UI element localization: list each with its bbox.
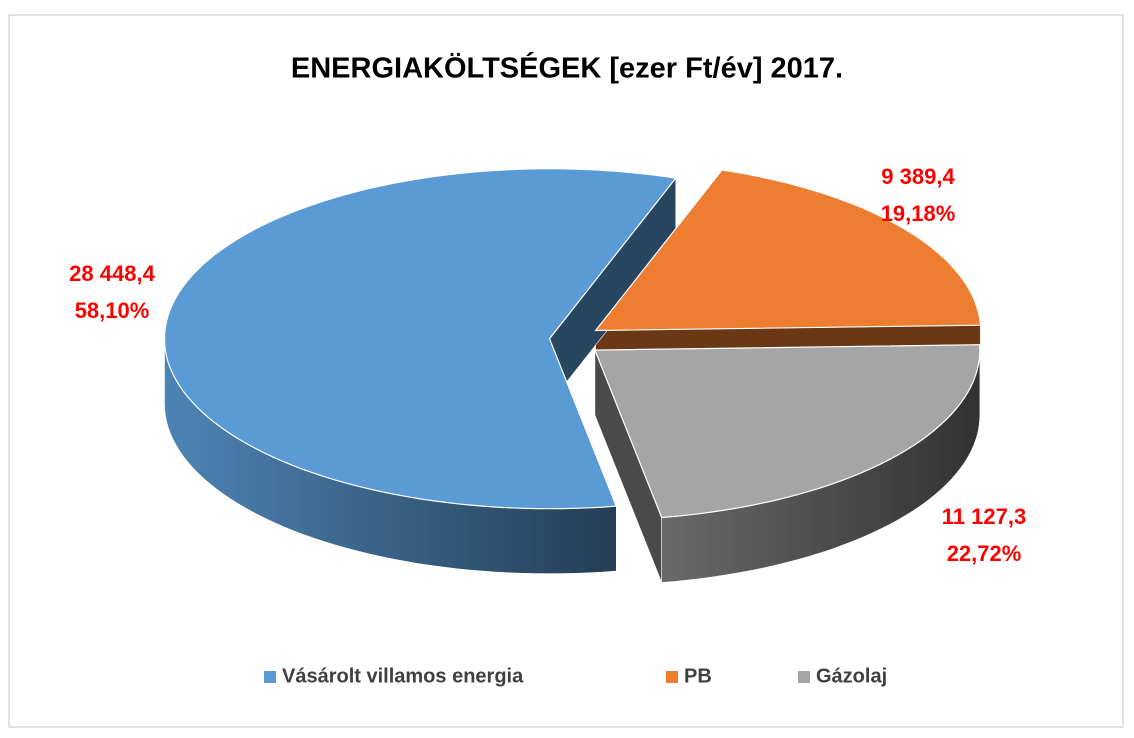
legend-label: Gázolaj: [816, 665, 887, 687]
legend-swatch: [666, 671, 678, 683]
legend-swatch: [264, 671, 276, 683]
slice: [594, 344, 981, 519]
data-label-percent: 19,18%: [881, 201, 956, 226]
data-label: 9 389,4: [881, 164, 955, 189]
slice: [594, 169, 982, 332]
slice: [163, 168, 677, 510]
data-label: 11 127,3: [942, 504, 1026, 529]
data-label-percent: 22,72%: [947, 541, 1022, 566]
legend-label: Vásárolt villamos energia: [282, 665, 524, 687]
legend-label: PB: [684, 665, 712, 687]
data-label: 28 448,4: [69, 261, 155, 286]
data-label-percent: 58,10%: [75, 298, 150, 323]
legend-swatch: [798, 671, 810, 683]
chart-title: ENERGIAKÖLTSÉGEK [ezer Ft/év] 2017.: [291, 51, 843, 85]
